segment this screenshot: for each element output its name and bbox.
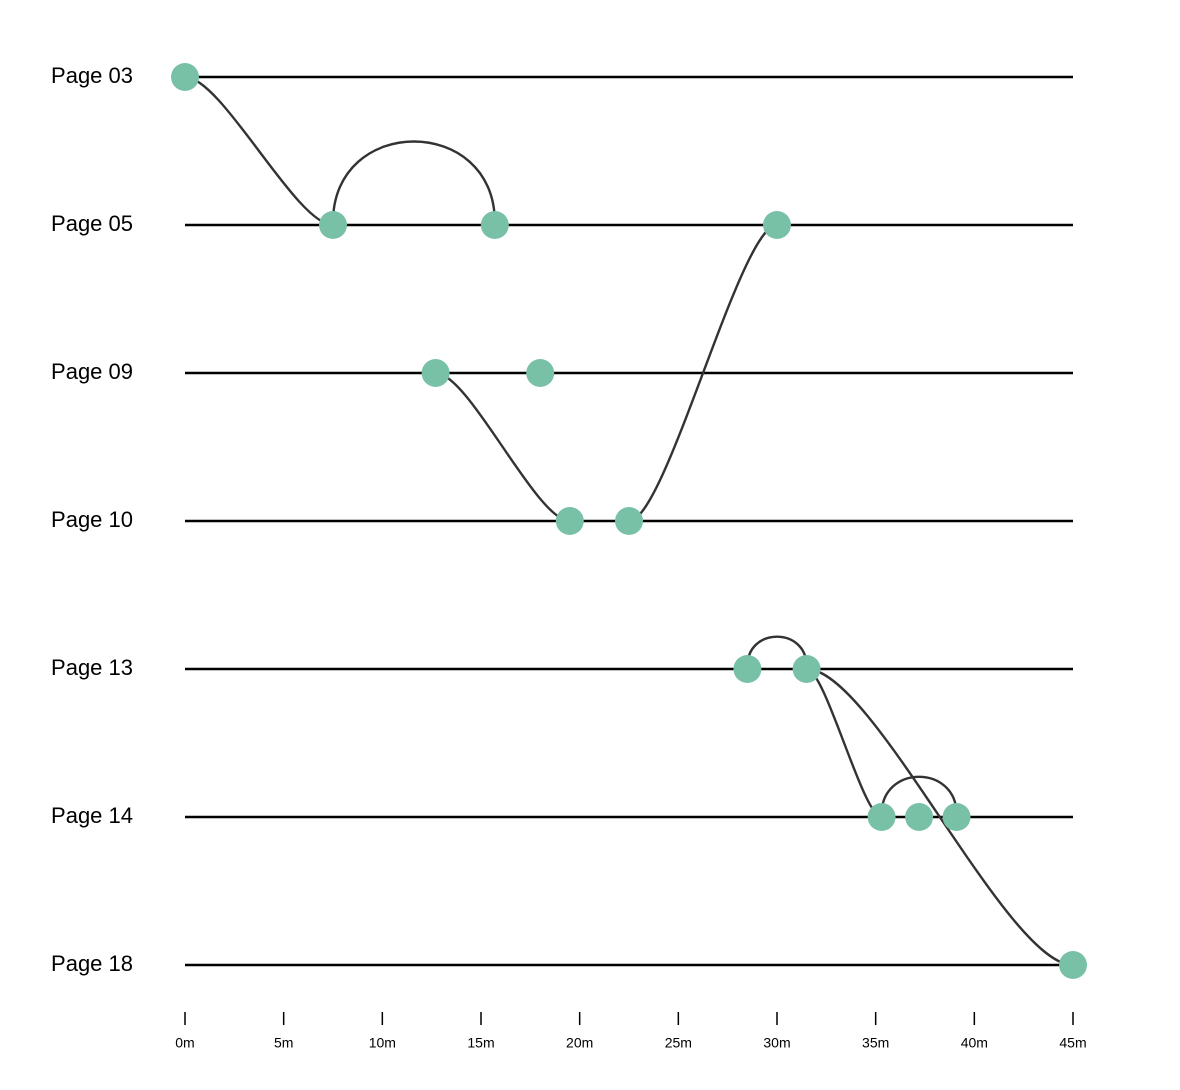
event-dot[interactable] [867,803,896,831]
event-dots [171,63,1087,979]
x-tick-label: 20m [566,1035,593,1051]
event-dot[interactable] [526,359,555,387]
row-label-page-14: Page 14 [51,803,133,828]
event-dot[interactable] [733,655,762,683]
event-dot[interactable] [555,507,584,535]
row-label-page-09: Page 09 [51,359,133,384]
row-label-page-18: Page 18 [51,951,133,976]
x-tick-label: 40m [961,1035,988,1051]
event-dot[interactable] [480,211,509,239]
transition-link [435,371,570,523]
x-axis: 0m 5m 10m 15m 20m 25m 30m 35m 40m 45m [175,1012,1087,1051]
event-dot[interactable] [1059,951,1087,979]
row-label-page-05: Page 05 [51,211,133,236]
x-tick-label: 45m [1059,1035,1086,1051]
x-tick-label: 35m [862,1035,889,1051]
event-dot[interactable] [171,63,199,91]
transition-link [746,635,808,667]
x-tick-label: 15m [467,1035,494,1051]
transition-link [806,667,1074,967]
transition-link [628,223,778,523]
event-dot[interactable] [942,803,971,831]
x-tick-label: 10m [369,1035,396,1051]
transition-link [184,75,334,227]
row-labels: Page 03 Page 05 Page 09 Page 10 Page 13 Page … [51,63,133,976]
event-dot[interactable] [905,803,934,831]
x-tick-label: 5m [274,1035,293,1051]
transition-link [331,140,497,223]
x-tick-label: 25m [665,1035,692,1051]
row-label-page-10: Page 10 [51,507,133,532]
event-dot[interactable] [763,211,791,239]
event-dot[interactable] [421,359,450,387]
row-label-page-13: Page 13 [51,655,133,680]
transition-link [880,775,958,815]
event-dot[interactable] [319,211,347,239]
x-tick-label: 0m [175,1035,194,1051]
event-dot[interactable] [615,507,643,535]
x-tick-label: 30m [763,1035,790,1051]
event-dot[interactable] [792,655,821,683]
row-label-page-03: Page 03 [51,63,133,88]
